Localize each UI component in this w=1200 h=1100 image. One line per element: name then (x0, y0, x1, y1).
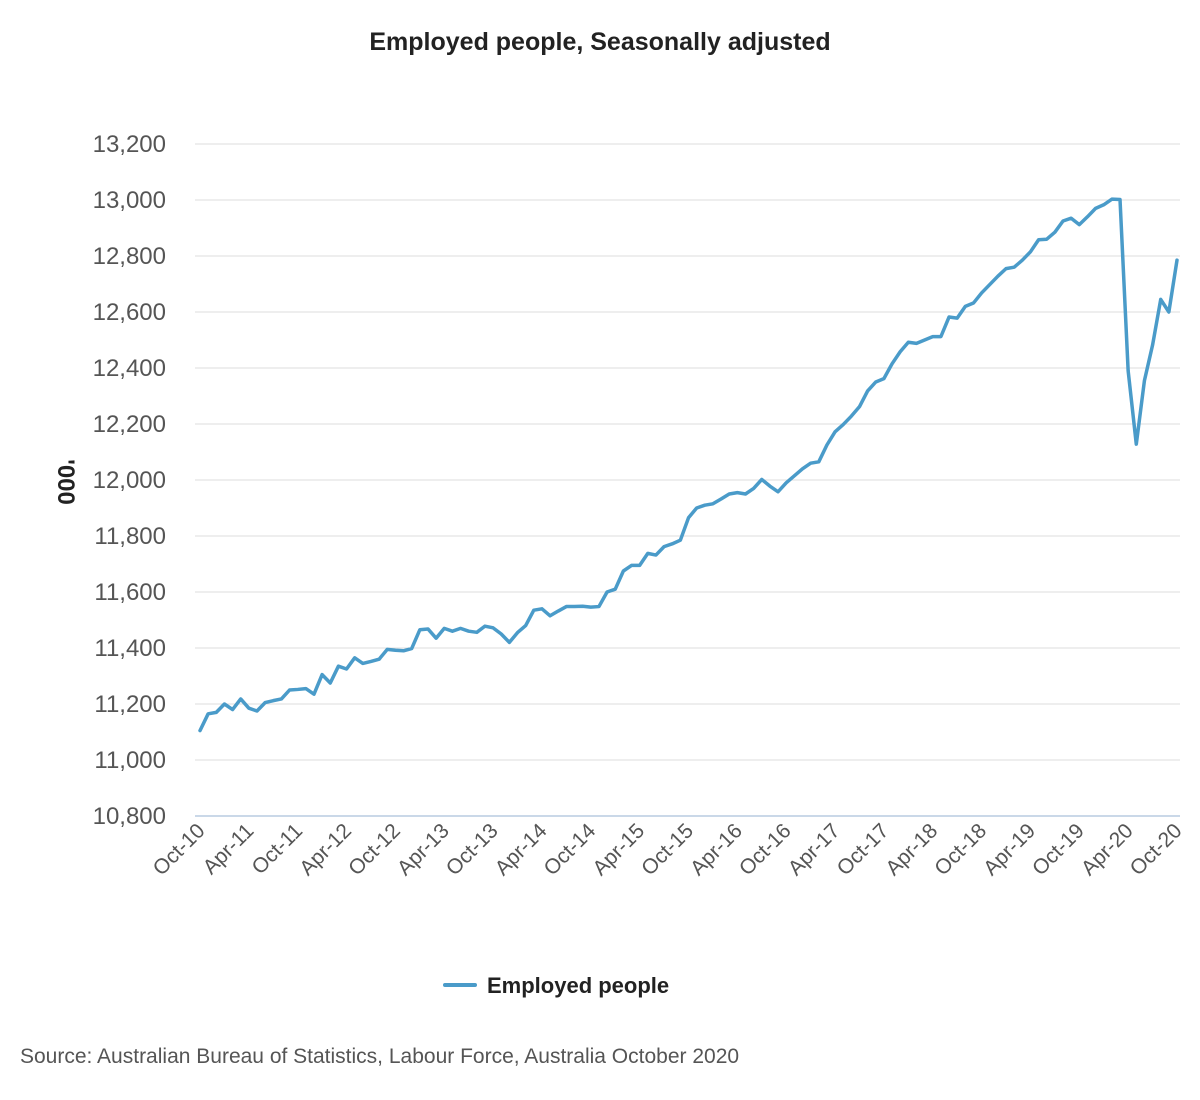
series-layer (198, 197, 1179, 733)
y-tick-label: 12,600 (93, 299, 166, 326)
y-axis-label: '000 (52, 459, 79, 505)
x-tick-label: Oct-18 (930, 819, 991, 880)
y-tick-label: 12,800 (93, 243, 166, 270)
source-note: Source: Australian Bureau of Statistics,… (20, 1045, 739, 1068)
y-tick-label: 10,800 (93, 803, 166, 830)
x-tick-label: Apr-15 (588, 819, 649, 880)
y-axis-tick-labels: 10,800 11,000 11,200 11,400 11,600 11,800 12,0… (93, 131, 166, 830)
y-tick-label: 11,400 (94, 635, 166, 662)
y-tick-label: 11,000 (94, 747, 166, 774)
x-tick-label: Oct-12 (344, 819, 405, 880)
x-tick-label: Oct-11 (248, 819, 308, 879)
x-tick-label: Oct-20 (1126, 819, 1187, 880)
x-tick-label: Apr-17 (784, 819, 845, 880)
x-tick-label: Oct-16 (735, 819, 796, 880)
x-tick-label: Apr-18 (881, 819, 942, 880)
x-tick-label: Apr-19 (979, 819, 1040, 880)
x-tick-label: Apr-12 (295, 819, 356, 880)
legend[interactable]: Employed people (443, 973, 669, 998)
gridlines (195, 143, 1180, 761)
x-tick-label: Oct-15 (637, 819, 698, 880)
y-tick-label: 12,000 (93, 467, 166, 494)
y-tick-label: 12,400 (93, 355, 166, 382)
x-tick-label: Apr-14 (491, 819, 552, 880)
x-tick-label: Apr-16 (686, 819, 747, 880)
x-tick-label: Oct-14 (540, 819, 601, 880)
x-tick-label: Oct-17 (833, 819, 894, 880)
x-axis-tick-labels: Oct-10Apr-11Oct-11Apr-12Oct-12Apr-13Oct-… (149, 819, 1187, 880)
x-tick-label: Oct-19 (1028, 819, 1089, 880)
x-tick-label: Apr-13 (393, 819, 454, 880)
chart-title: Employed people, Seasonally adjusted (369, 28, 830, 56)
y-tick-label: 13,200 (93, 131, 166, 158)
series-line-employed-people[interactable] (198, 197, 1179, 733)
legend-label-employed-people: Employed people (487, 973, 669, 998)
y-tick-label: 13,000 (93, 187, 166, 214)
y-tick-label: 11,800 (94, 523, 166, 550)
y-tick-label: 11,200 (94, 691, 166, 718)
y-tick-label: 11,600 (94, 579, 166, 606)
x-tick-label: Apr-11 (199, 819, 259, 879)
x-tick-label: Apr-20 (1077, 819, 1138, 880)
y-tick-label: 12,200 (93, 411, 166, 438)
x-tick-label: Oct-13 (442, 819, 503, 880)
